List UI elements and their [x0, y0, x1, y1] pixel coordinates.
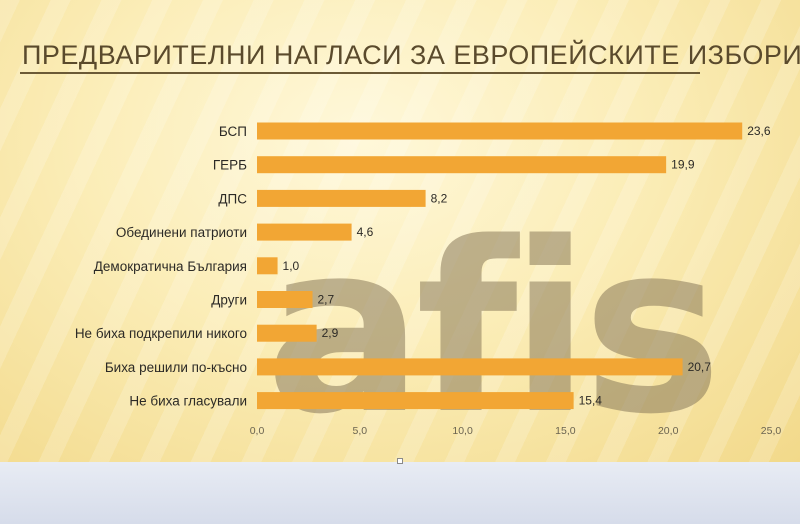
- value-label-0: 23,6: [747, 124, 771, 138]
- bars-group: [257, 122, 743, 410]
- category-label-0: БСП: [219, 124, 247, 139]
- x-tick-label-3: 15,0: [555, 425, 576, 437]
- bar-2: [257, 189, 426, 207]
- background-rays: [0, 0, 800, 462]
- category-label-8: Не биха гласували: [129, 394, 247, 409]
- category-label-6: Не биха подкрепили никого: [75, 326, 247, 341]
- value-label-3: 4,6: [357, 225, 374, 239]
- x-tick-label-0: 0,0: [250, 425, 265, 437]
- value-label-2: 8,2: [431, 191, 448, 205]
- value-label-4: 1,0: [283, 259, 300, 273]
- slide-background: afis БСП ГЕРБ ДПС Обединени патриоти Демокра…: [0, 0, 800, 462]
- bar-4: [257, 257, 278, 275]
- title-underline: [20, 72, 700, 74]
- bottom-band: [0, 462, 800, 524]
- category-label-5: Други: [211, 293, 247, 308]
- value-labels: 23,6 19,9 8,2 4,6 1,0 2,7 2,9 20,7 15,4: [283, 124, 771, 408]
- value-label-5: 2,7: [318, 293, 335, 307]
- bar-5: [257, 291, 313, 308]
- x-axis-ticks: 0,0 5,0 10,0 15,0 20,0 25,0: [250, 425, 782, 437]
- bar-6: [257, 324, 317, 342]
- x-tick-label-4: 20,0: [658, 425, 679, 437]
- category-label-4: Демократична България: [94, 259, 247, 274]
- category-labels: БСП ГЕРБ ДПС Обединени патриоти Демократична…: [75, 124, 247, 409]
- x-tick-label-2: 10,0: [452, 425, 473, 437]
- bar-7: [257, 358, 683, 376]
- x-tick-label-5: 25,0: [761, 425, 782, 437]
- x-tick-label-1: 5,0: [352, 425, 367, 437]
- category-label-1: ГЕРБ: [213, 158, 247, 173]
- bar-0: [257, 122, 743, 140]
- value-label-6: 2,9: [322, 326, 339, 340]
- bar-3: [257, 223, 352, 241]
- value-label-1: 19,9: [671, 158, 695, 172]
- category-label-2: ДПС: [218, 191, 247, 206]
- value-label-8: 15,4: [579, 394, 603, 408]
- bar-1: [257, 156, 667, 174]
- category-label-3: Обединени патриоти: [116, 225, 247, 240]
- chart-title: ПРЕДВАРИТЕЛНИ НАГЛАСИ ЗА ЕВРОПЕЙСКИТЕ ИЗ…: [22, 40, 800, 70]
- bar-8: [257, 392, 574, 410]
- resize-handle: [397, 458, 403, 464]
- category-label-7: Биха решили по-късно: [105, 360, 247, 375]
- value-label-7: 20,7: [688, 360, 712, 374]
